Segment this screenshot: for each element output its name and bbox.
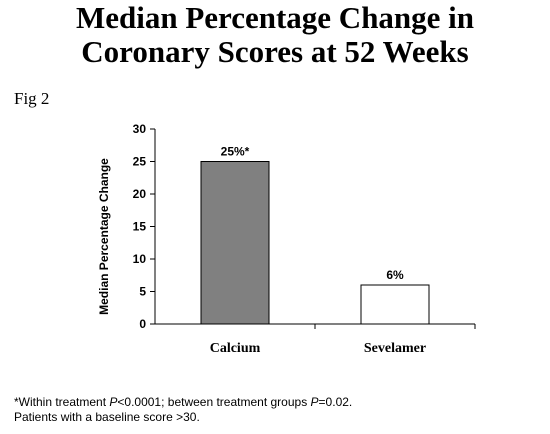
data-labels: 25%* 6% <box>221 145 404 283</box>
footnote-line-1-mid: <0.0001; between treatment groups <box>117 395 311 409</box>
bars <box>200 161 430 325</box>
footnote-line-1: *Within treatment P<0.0001; between trea… <box>14 395 352 410</box>
footnote-line-2: Patients with a baseline score >30. <box>14 410 200 424</box>
footnote-p-symbol-1: P <box>109 395 118 409</box>
y-tick-label: 25 <box>133 155 147 169</box>
bar-calcium <box>200 161 270 325</box>
x-category-label: Sevelamer <box>364 341 426 356</box>
y-tick-label: 20 <box>133 187 147 201</box>
y-tick-label: 5 <box>139 285 146 299</box>
y-axis-title: Median Percentage Change <box>97 158 111 315</box>
x-axis: Calcium Sevelamer <box>155 323 476 356</box>
y-tick-label: 0 <box>139 317 146 331</box>
figure-label: Fig 2 <box>14 89 50 108</box>
footnote-line-1-prefix: *Within treatment <box>14 395 110 409</box>
footnote: *Within treatment P<0.0001; between trea… <box>14 395 352 425</box>
y-tick-label: 30 <box>133 122 147 136</box>
footnote-p-symbol-2: P <box>310 395 319 409</box>
y-tick-label: 15 <box>133 220 147 234</box>
y-axis: 0 5 10 15 20 25 30 <box>133 122 156 331</box>
data-label-calcium: 25%* <box>221 145 250 159</box>
y-tick-label: 10 <box>133 252 147 266</box>
chart-title-line-1: Median Percentage Change in <box>75 0 475 35</box>
bar-sevelamer <box>360 284 430 325</box>
data-label-sevelamer: 6% <box>386 268 404 282</box>
chart-title-line-2: Coronary Scores at 52 Weeks <box>81 34 469 69</box>
footnote-line-1-suffix: =0.02. <box>318 395 353 409</box>
x-category-label: Calcium <box>210 341 261 356</box>
